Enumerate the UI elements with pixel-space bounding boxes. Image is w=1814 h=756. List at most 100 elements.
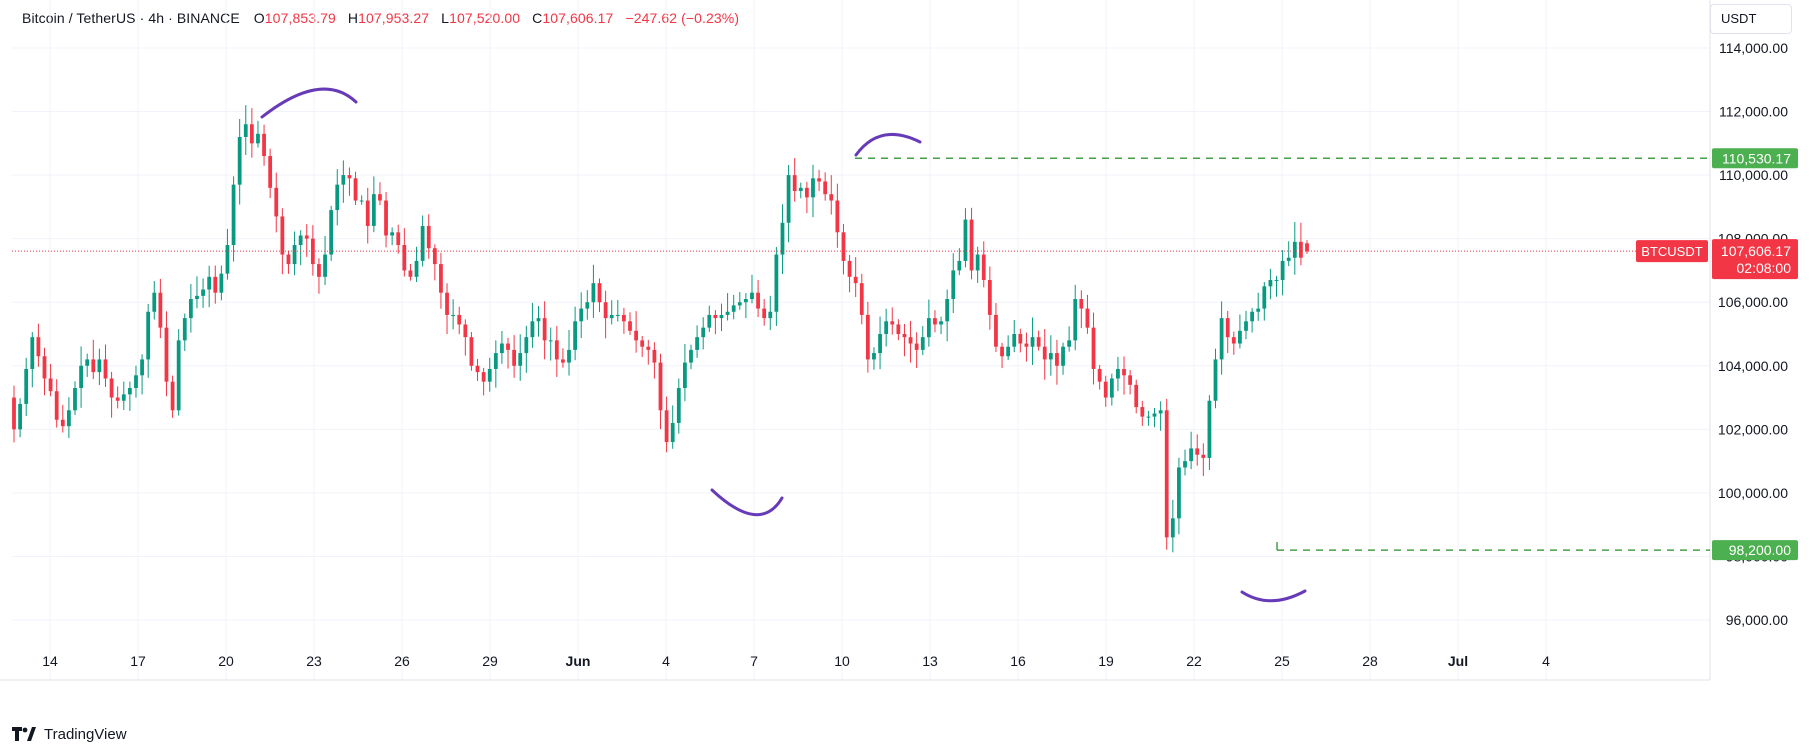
candle-body: [225, 245, 230, 274]
candle-body: [750, 292, 754, 300]
candle-body: [939, 321, 943, 325]
resistance-tag-label: 110,530.17: [1722, 150, 1791, 166]
candles: [12, 105, 1309, 553]
candle-body: [262, 133, 266, 157]
price-tick-label: 102,000.00: [1718, 421, 1788, 437]
candle-body: [1158, 410, 1163, 414]
candle-body: [859, 283, 864, 315]
arc-top-jun-10[interactable]: [854, 133, 922, 157]
arc-top-may-22[interactable]: [260, 87, 358, 119]
candle-body: [920, 337, 925, 350]
candle-body: [1036, 337, 1041, 347]
candle-body: [1164, 410, 1169, 538]
candle-body: [975, 254, 980, 271]
candle-body: [554, 340, 559, 360]
candle-body: [85, 359, 90, 366]
time-tick-label: 23: [306, 653, 322, 669]
close-label: C: [532, 10, 543, 26]
candle-body: [1061, 346, 1065, 366]
candle-body: [780, 222, 785, 255]
horizontal-levels[interactable]: [12, 157, 1710, 551]
candle-body: [1189, 448, 1194, 462]
price-tick-label: 100,000.00: [1718, 485, 1788, 501]
tradingview-logo[interactable]: TradingView: [12, 724, 127, 744]
candle-body: [1207, 400, 1212, 458]
support-tag-label: 98,200.00: [1729, 542, 1791, 558]
candle-body: [237, 136, 242, 185]
candle-body: [530, 321, 535, 338]
candle-body: [304, 235, 309, 239]
candle-body: [1140, 407, 1145, 417]
arc-bottom-jun-5[interactable]: [710, 488, 784, 516]
time-tick-label: Jun: [566, 653, 591, 669]
candle-body: [1219, 318, 1224, 360]
price-tick-label: 96,000.00: [1726, 612, 1788, 628]
candle-body: [54, 391, 59, 420]
candle-body: [1299, 241, 1303, 258]
annotations[interactable]: [260, 87, 1307, 603]
time-axis[interactable]: 14 17 20 23 26 29 Jun 4 7 10 13 16 19 22 25 28 Jul 4: [42, 653, 1550, 669]
candle-body: [195, 295, 199, 300]
candle-body: [884, 321, 889, 334]
candle-body: [469, 337, 474, 366]
open-value: 107,853.79: [264, 10, 336, 26]
candle-body: [817, 178, 821, 182]
candle-body: [323, 254, 327, 277]
candle-body: [890, 321, 895, 325]
candle-body: [585, 302, 590, 309]
candle-body: [109, 378, 114, 398]
candle-body: [1274, 279, 1279, 281]
candle-body: [768, 311, 773, 319]
candle-body: [60, 419, 65, 427]
candle-body: [841, 232, 846, 261]
candle-body: [115, 397, 120, 401]
candle-body: [872, 353, 876, 360]
currency-button[interactable]: USDT: [1710, 4, 1792, 34]
last-price-tag: [1712, 239, 1798, 280]
candle-body: [317, 264, 321, 277]
candle-body: [1097, 368, 1102, 382]
candle-body: [353, 178, 358, 201]
price-tick-label: 104,000.00: [1718, 358, 1788, 374]
candle-body: [640, 340, 645, 347]
symbol-tag: [1636, 240, 1708, 263]
chart-header: Bitcoin / TetherUS · 4h · BINANCE O107,8…: [22, 10, 739, 26]
candle-body: [798, 187, 803, 191]
candle-body: [743, 299, 748, 303]
candle-body: [1042, 346, 1047, 360]
candle-body: [634, 330, 638, 341]
candle-body: [341, 175, 346, 185]
candle-body: [1305, 243, 1309, 252]
candle-body: [207, 276, 212, 290]
candle-body: [737, 302, 742, 306]
candle-body: [524, 337, 529, 354]
candle-body: [756, 292, 760, 309]
price-axis[interactable]: 114,000.00112,000.00110,000.00108,000.00…: [1718, 40, 1788, 628]
candle-body: [689, 349, 693, 363]
candle-body: [1048, 353, 1053, 360]
candle-body: [951, 270, 956, 300]
candle-body: [359, 200, 364, 202]
candle-body: [676, 388, 681, 423]
candle-body: [24, 368, 29, 404]
brand-label: TradingView: [44, 725, 127, 743]
candle-body: [91, 359, 96, 373]
candle-body: [445, 292, 449, 315]
candle-body: [878, 334, 882, 354]
symbol-title[interactable]: Bitcoin / TetherUS · 4h · BINANCE: [22, 10, 240, 26]
candle-body: [536, 318, 541, 322]
candle-body: [1006, 346, 1011, 357]
candle-body: [274, 187, 279, 217]
candle-body: [609, 314, 614, 319]
candle-body: [1231, 337, 1236, 344]
arc-bottom-jun-22[interactable]: [1240, 589, 1307, 603]
candle-body: [853, 276, 858, 284]
candle-body: [683, 362, 687, 389]
candle-body: [390, 232, 395, 236]
candle-body: [908, 337, 913, 344]
candle-body: [1085, 308, 1090, 328]
candle-body: [823, 181, 828, 195]
candle-body: [457, 314, 462, 325]
candle-body: [170, 381, 175, 411]
